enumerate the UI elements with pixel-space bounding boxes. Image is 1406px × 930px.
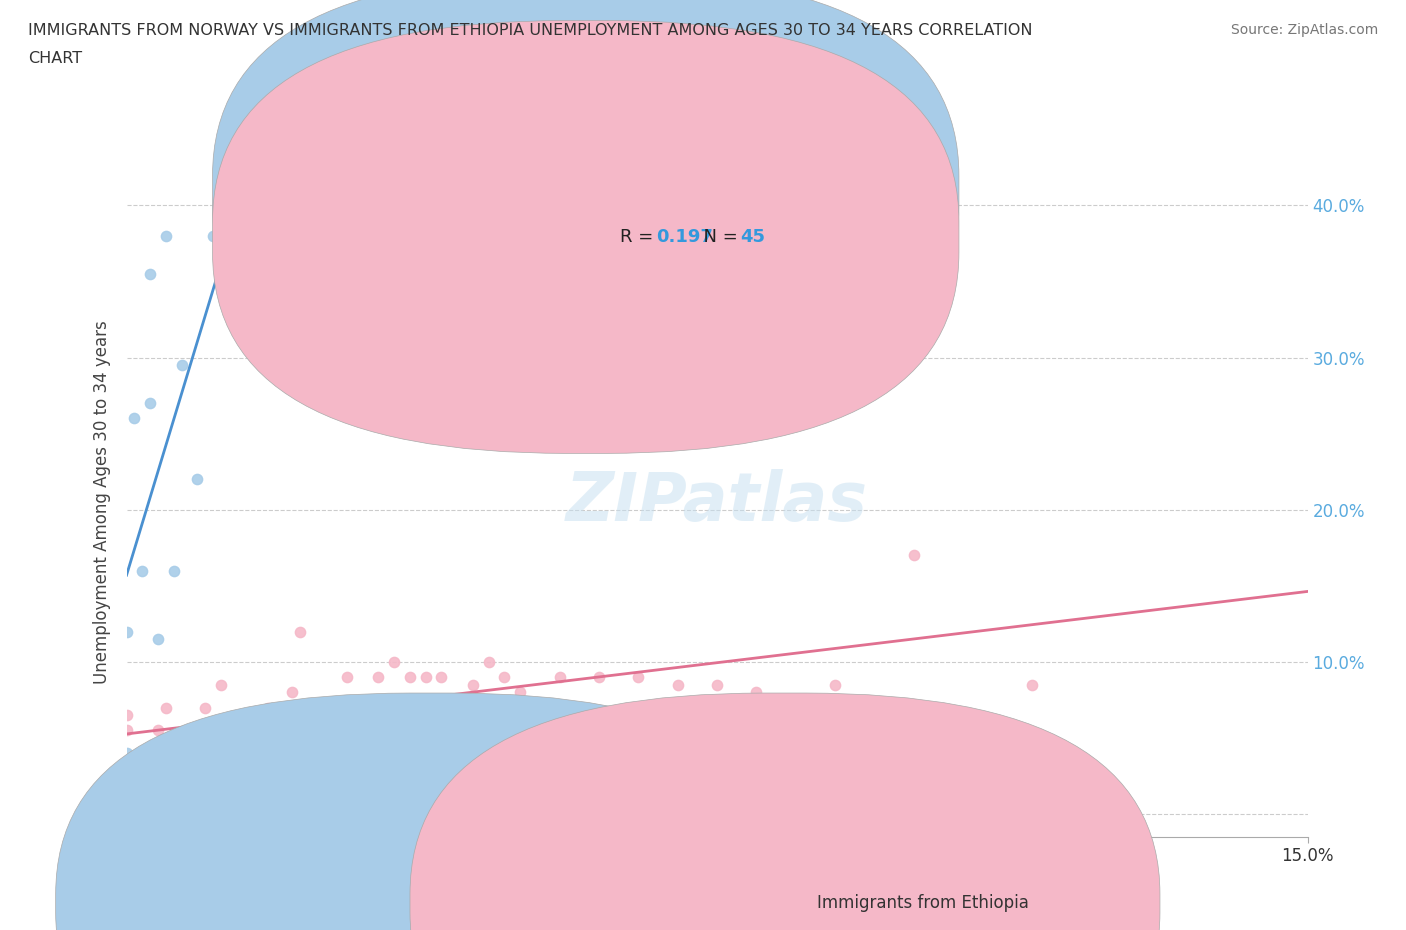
Point [242, 708, 264, 723]
Point [382, 655, 405, 670]
Point [146, 631, 169, 646]
Point [155, 229, 177, 244]
FancyBboxPatch shape [551, 167, 929, 272]
Point [824, 677, 846, 692]
Point [115, 624, 138, 639]
Point [336, 670, 359, 684]
Point [264, 715, 287, 730]
Point [1021, 677, 1043, 692]
Point [666, 677, 689, 692]
Text: Immigrants from Norway: Immigrants from Norway [463, 894, 671, 911]
Point [430, 670, 453, 684]
Y-axis label: Unemployment Among Ages 30 to 34 years: Unemployment Among Ages 30 to 34 years [93, 320, 111, 684]
Point [186, 746, 208, 761]
Point [139, 746, 162, 761]
Point [509, 685, 531, 700]
Point [146, 723, 169, 737]
FancyBboxPatch shape [411, 693, 1160, 930]
Point [352, 715, 374, 730]
Point [446, 693, 468, 708]
Point [209, 677, 232, 692]
Text: N =: N = [692, 182, 742, 200]
Point [170, 358, 193, 373]
Point [233, 715, 256, 730]
Point [281, 685, 304, 700]
Point [588, 670, 610, 684]
Point [186, 472, 208, 486]
Point [367, 670, 389, 684]
Point [903, 548, 925, 563]
Point [202, 229, 225, 244]
Point [415, 670, 437, 684]
FancyBboxPatch shape [212, 20, 959, 454]
Point [115, 746, 138, 761]
Point [321, 708, 343, 723]
Text: ZIPatlas: ZIPatlas [567, 470, 868, 535]
Text: 45: 45 [741, 228, 766, 246]
Text: R =: R = [620, 228, 665, 246]
Point [202, 723, 225, 737]
Point [131, 564, 153, 578]
Point [139, 267, 162, 282]
Point [115, 723, 138, 737]
Point [155, 700, 177, 715]
FancyBboxPatch shape [56, 693, 806, 930]
Text: R =: R = [620, 182, 659, 200]
Point [548, 670, 571, 684]
Point [202, 746, 225, 761]
Text: Source: ZipAtlas.com: Source: ZipAtlas.com [1230, 23, 1378, 37]
Text: N =: N = [692, 228, 742, 246]
Point [124, 411, 146, 426]
Point [706, 677, 728, 692]
FancyBboxPatch shape [212, 0, 959, 407]
Point [163, 731, 186, 746]
Text: Immigrants from Ethiopia: Immigrants from Ethiopia [817, 894, 1029, 911]
Point [115, 777, 138, 791]
Point [745, 685, 768, 700]
Point [115, 708, 138, 723]
Text: 12: 12 [741, 182, 766, 200]
Text: 0.855: 0.855 [655, 182, 713, 200]
Point [179, 777, 201, 791]
Point [115, 753, 138, 768]
Point [627, 670, 650, 684]
Point [494, 670, 516, 684]
Point [163, 564, 186, 578]
Point [194, 700, 217, 715]
Point [170, 746, 193, 761]
Text: 0.197: 0.197 [655, 228, 713, 246]
Text: CHART: CHART [28, 51, 82, 66]
Point [139, 396, 162, 411]
Point [304, 700, 326, 715]
Point [288, 624, 311, 639]
Text: IMMIGRANTS FROM NORWAY VS IMMIGRANTS FROM ETHIOPIA UNEMPLOYMENT AMONG AGES 30 TO: IMMIGRANTS FROM NORWAY VS IMMIGRANTS FRO… [28, 23, 1032, 38]
Point [461, 677, 484, 692]
Point [399, 670, 422, 684]
Point [218, 746, 240, 761]
Point [257, 700, 280, 715]
Point [478, 655, 501, 670]
